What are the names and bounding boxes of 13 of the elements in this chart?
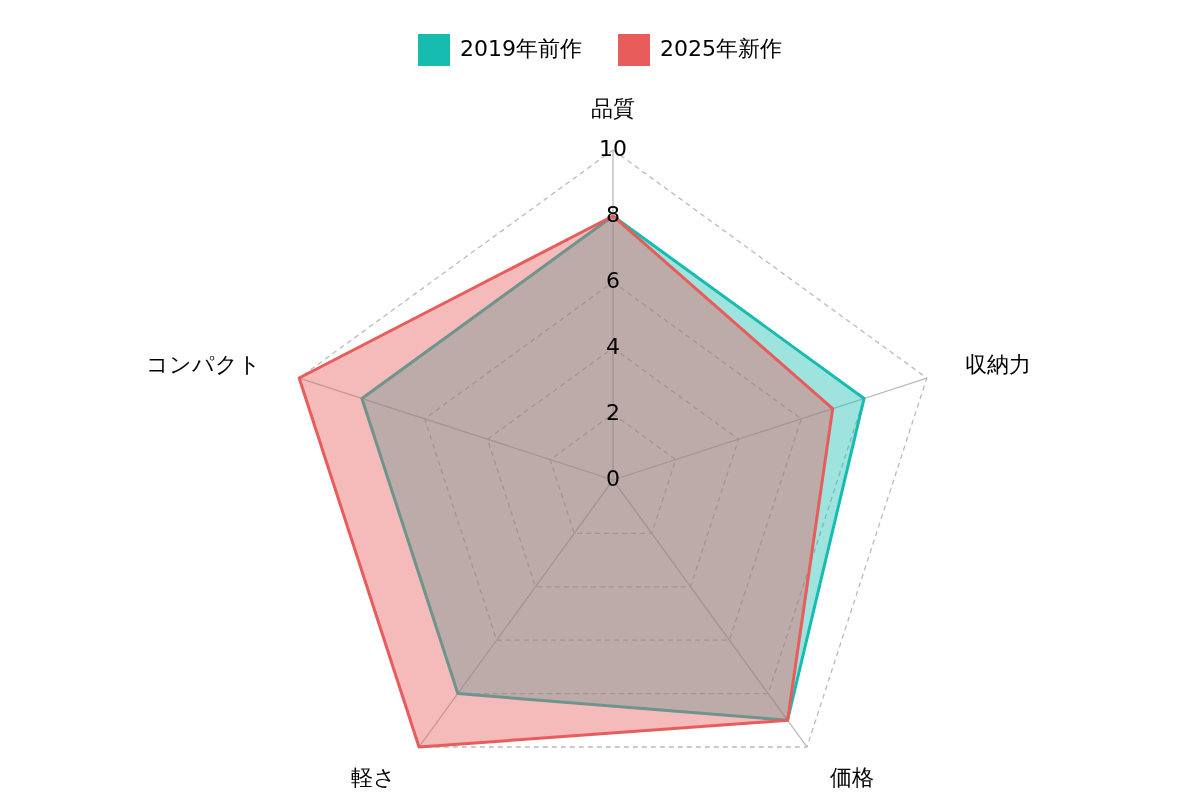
spoke-label: 軽さ [350,765,396,791]
spoke-label: 品質 [591,96,635,122]
spoke-label: コンパクト [146,351,262,377]
y-tick-label: 6 [606,268,620,293]
y-tick-label: 8 [606,202,620,227]
y-tick-label: 0 [606,466,620,491]
spoke-label: 価格 [830,765,875,791]
y-tick-label: 10 [599,136,627,161]
y-tick-label: 4 [606,334,620,359]
spoke-label: 収納力 [964,351,1031,377]
y-tick-label: 2 [606,400,620,425]
legend-label: 2019年前作 [460,36,582,61]
legend-label: 2025年新作 [660,36,782,61]
